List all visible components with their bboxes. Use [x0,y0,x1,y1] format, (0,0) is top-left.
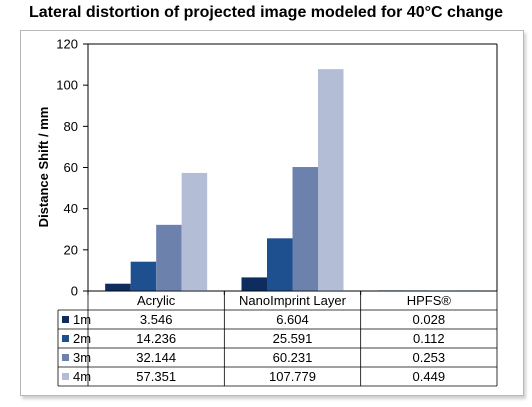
legend-label: 4m [73,369,91,384]
y-tick-label: 20 [64,242,78,257]
chart-frame [20,30,524,396]
y-tick-label: 40 [64,201,78,216]
y-tick-label: 100 [56,78,78,93]
bar-3m-1 [292,167,318,291]
y-tick-label: 60 [64,160,78,175]
bar-2m-1 [267,238,293,291]
bar-4m-1 [318,69,344,291]
y-tick-label: 80 [64,119,78,134]
data-label: 57.351 [136,369,176,384]
bar-4m-0 [181,172,208,291]
bar-1m-1 [241,277,267,291]
legend-label: 2m [73,331,91,346]
data-label: 25.591 [273,331,313,346]
bars [105,69,480,291]
data-label: 0.253 [413,350,446,365]
data-label: 0.028 [413,312,446,327]
data-label: 6.604 [276,312,309,327]
data-label: 0.449 [413,369,446,384]
x-category-label: Acrylic [137,293,176,308]
chart-title: Lateral distortion of projected image mo… [28,4,504,21]
y-tick-label: 120 [56,37,78,52]
bar-4m-2 [454,290,480,291]
data-label: 0.112 [413,331,445,346]
data-label: 60.231 [273,350,313,365]
bar-1m-0 [105,283,131,291]
legend-label: 1m [73,312,91,327]
x-category-label: NanoImprint Layer [239,293,347,308]
data-label: 32.144 [136,350,176,365]
data-label: 3.546 [140,312,173,327]
y-axis-label: Distance Shift / mm [36,107,51,228]
legend-label: 3m [73,350,91,365]
data-label: 14.236 [136,331,176,346]
x-category-label: HPFS® [407,293,452,308]
bar-3m-0 [156,224,182,291]
legend-swatch-4m [62,373,69,380]
legend-swatch-3m [62,354,69,361]
y-tick-label: 0 [71,284,78,299]
legend-swatch-1m [62,316,69,323]
data-label: 107.779 [269,369,316,384]
bar-2m-0 [130,261,157,291]
data-table: Acrylic NanoImprint Layer HPFS® 1m 3.546 6.60… [57,290,498,387]
legend-swatch-2m [62,335,69,342]
